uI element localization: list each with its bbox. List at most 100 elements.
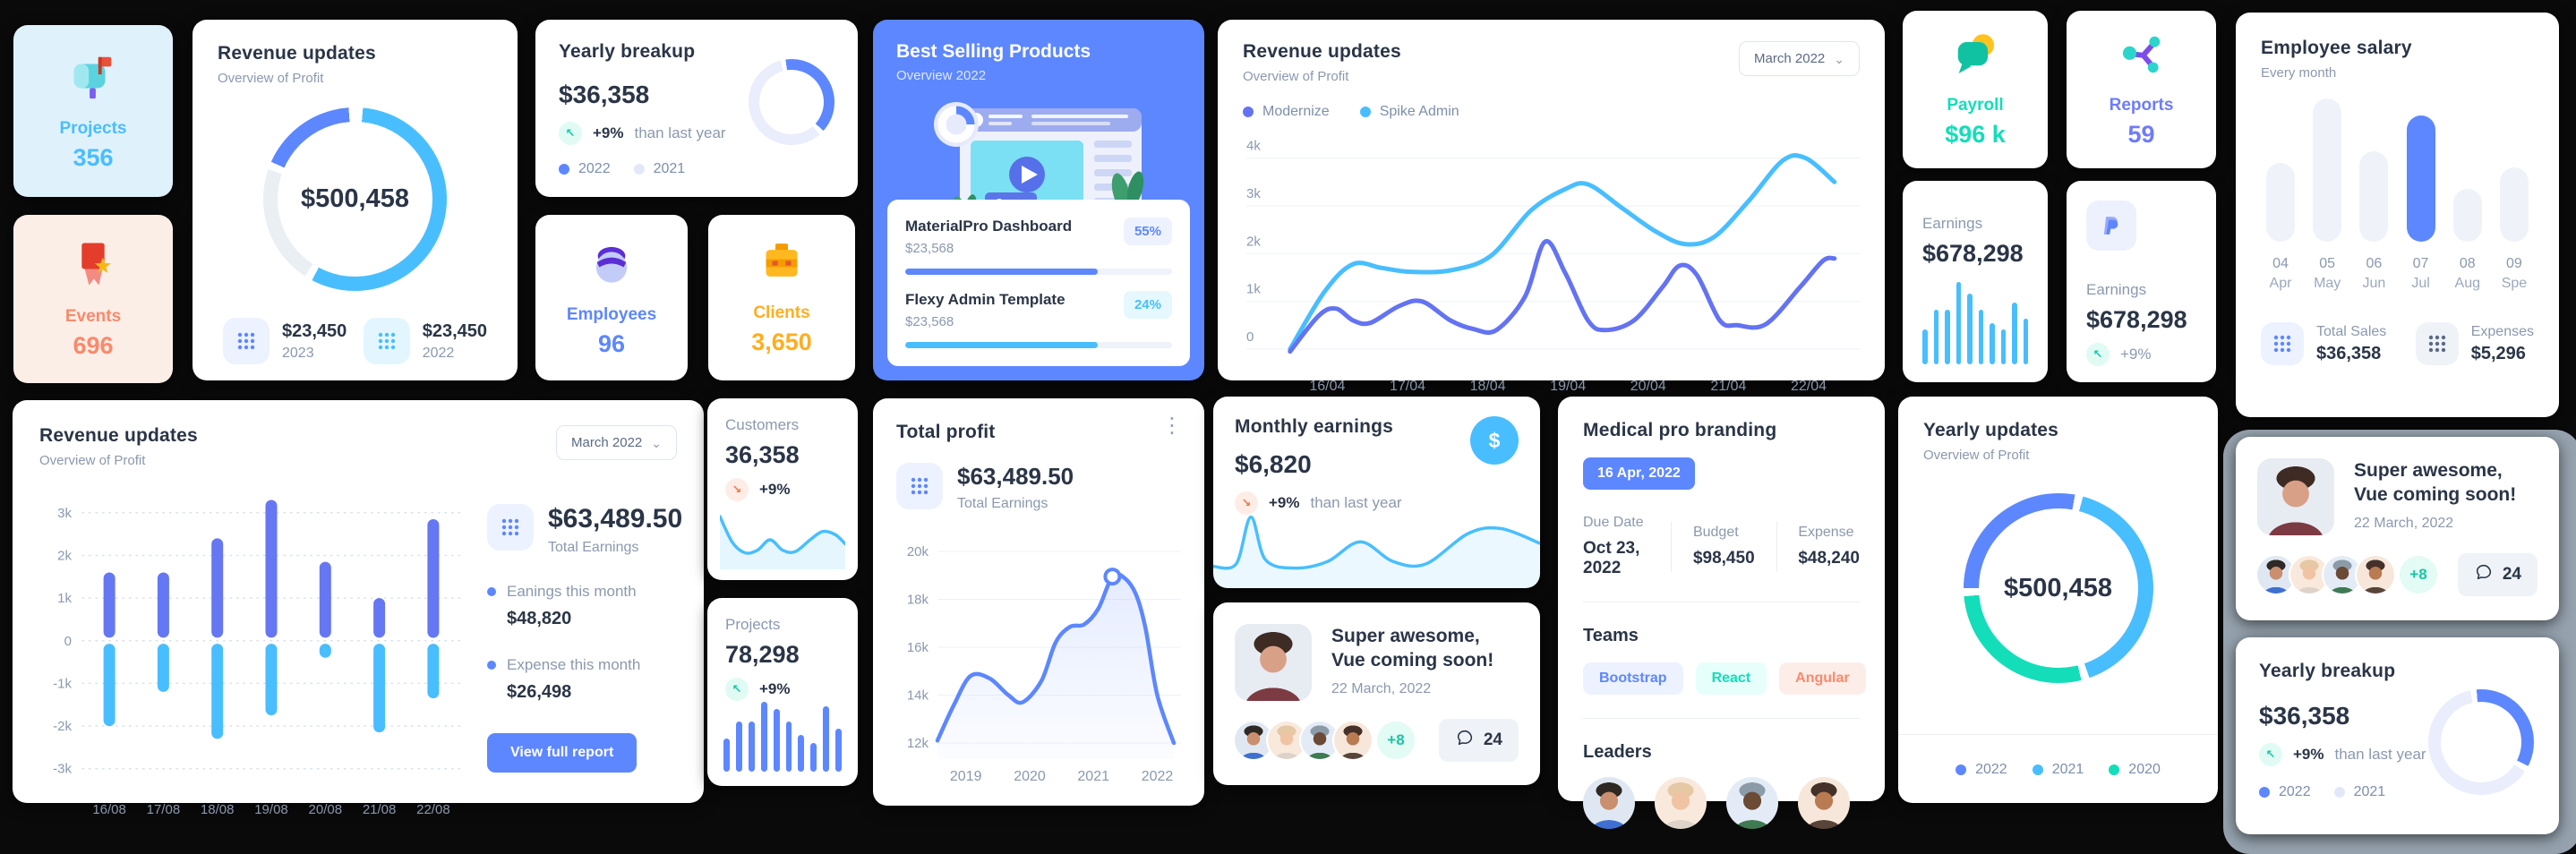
kebab-menu-icon[interactable]: ⋮ xyxy=(1161,414,1183,438)
stat-value: $23,450 xyxy=(422,320,487,341)
svg-text:22/08: 22/08 xyxy=(416,802,450,817)
medical-pro-branding-card: Medical pro branding 16 Apr, 2022 Due Da… xyxy=(1558,397,1885,829)
tile-label: Events xyxy=(64,307,122,326)
due-date-field: Due Date Oct 23, 2022 xyxy=(1583,515,1644,577)
stat-value: $5,296 xyxy=(2470,343,2526,363)
avatar xyxy=(2357,556,2394,594)
budget-field: Budget $98,450 xyxy=(1692,525,1755,568)
dropdown-value: March 2022 xyxy=(1754,51,1826,66)
tile-label: Clients xyxy=(753,303,810,322)
post-avatar xyxy=(2257,458,2334,535)
earnings-bars-card: Earnings $678,298 xyxy=(1903,181,2048,382)
svg-text:2020: 2020 xyxy=(1014,769,1046,784)
employees-tile: Employees 96 xyxy=(535,215,688,380)
tile-value: 3,650 xyxy=(751,328,812,355)
divider xyxy=(1776,521,1777,572)
expense-this-month: Expense this month $26,498 xyxy=(487,656,682,703)
trend-up-icon: ↖ xyxy=(2259,743,2282,766)
comments-pill[interactable]: 24 xyxy=(1438,719,1519,762)
card-title: Employee salary xyxy=(2261,38,2412,58)
product-name: Flexy Admin Template xyxy=(905,291,1065,308)
breakup-value: $36,358 xyxy=(559,81,650,108)
svg-text:0: 0 xyxy=(64,634,72,649)
svg-text:19/04: 19/04 xyxy=(1550,379,1586,394)
svg-text:-1k: -1k xyxy=(53,676,72,691)
team-chip-angular: Angular xyxy=(1779,662,1866,695)
grid-icon xyxy=(363,318,410,364)
legend-2022: 2022 xyxy=(2259,784,2311,800)
product-percent-badge: 24% xyxy=(1123,291,1172,319)
monthly-earnings-sparkline xyxy=(1213,499,1540,588)
delta-value: +9% xyxy=(593,124,624,141)
post-card: Super awesome, Vue coming soon! 22 March,… xyxy=(1213,602,1540,785)
total-earnings-label: Total Earnings xyxy=(548,540,639,555)
comments-pill[interactable]: 24 xyxy=(2457,553,2537,596)
delta-note: than last year xyxy=(634,124,726,141)
svg-text:16k: 16k xyxy=(907,640,929,655)
events-tile: Events 696 xyxy=(13,215,173,383)
card-title: Yearly breakup xyxy=(559,41,696,62)
month-dropdown[interactable]: March 2022 ⌄ xyxy=(1739,41,1860,76)
person-icon xyxy=(586,238,638,293)
stat-2022: $23,450 2022 xyxy=(363,318,487,364)
expenses-stat: Expenses $5,296 xyxy=(2415,322,2534,365)
svg-text:2k: 2k xyxy=(57,549,72,564)
delta-note: than last year xyxy=(2334,746,2426,763)
svg-text:18k: 18k xyxy=(907,593,929,608)
card-subtitle: Overview of Profit xyxy=(218,71,324,86)
revenue-updates-line-card: Revenue updates Overview of Profit March… xyxy=(1218,20,1885,394)
svg-text:2021: 2021 xyxy=(1077,769,1109,784)
employee-salary-chart: 04 Apr 05 May 06 Jun 07 Jul 08 Aug 09 Spe xyxy=(2261,98,2534,292)
yearly-updates-card: Yearly updates Overview of Profit $500,4… xyxy=(1898,397,2218,803)
card-label: Earnings xyxy=(2086,281,2147,298)
svg-text:0: 0 xyxy=(1246,329,1254,345)
view-full-report-button[interactable]: View full report xyxy=(487,733,638,773)
donut-center-value: $500,458 xyxy=(2004,573,2112,602)
dropdown-value: March 2022 xyxy=(571,435,643,450)
svg-text:3k: 3k xyxy=(57,506,72,521)
svg-text:-2k: -2k xyxy=(53,719,72,734)
card-value: $678,298 xyxy=(2086,306,2187,333)
post-avatar xyxy=(1235,624,1312,701)
avatar xyxy=(2324,556,2361,594)
card-title: Revenue updates xyxy=(1243,41,1401,62)
share-network-icon xyxy=(2118,30,2166,83)
yearly-breakup-donut-chart xyxy=(749,59,834,145)
avatar-stack xyxy=(1235,722,1372,759)
legend-2021: 2021 xyxy=(2032,762,2084,778)
stat-year: 2022 xyxy=(422,345,455,361)
grid-icon xyxy=(2261,322,2304,365)
tile-value: 696 xyxy=(73,332,114,359)
legend-2021: 2021 xyxy=(633,161,685,177)
yearly-updates-donut-chart: $500,458 xyxy=(1963,493,2153,683)
chat-icon xyxy=(1455,728,1475,753)
avatar xyxy=(2290,556,2328,594)
breakup-value: $36,358 xyxy=(2259,702,2350,730)
delta-value: +9% xyxy=(1269,494,1300,511)
grid-icon xyxy=(896,463,943,509)
more-members-badge: +8 xyxy=(2400,556,2437,594)
tile-value: 59 xyxy=(2127,121,2155,148)
card-subtitle: Overview 2022 xyxy=(896,68,987,83)
card-subtitle: Overview of Profit xyxy=(39,453,146,468)
earnings-paypal-card: Earnings $678,298 ↖ +9% xyxy=(2067,181,2216,382)
card-value: 36,358 xyxy=(725,441,800,468)
teams-label: Teams xyxy=(1583,626,1639,645)
card-value: $678,298 xyxy=(1922,240,2024,267)
svg-text:4k: 4k xyxy=(1246,139,1261,154)
clients-tile: Clients 3,650 xyxy=(708,215,855,380)
avatar xyxy=(1334,722,1372,759)
grid-icon xyxy=(223,318,270,364)
tile-label: Payroll xyxy=(1947,96,2004,115)
briefcase-icon xyxy=(757,240,807,291)
date-badge: 16 Apr, 2022 xyxy=(1583,457,1695,490)
month-dropdown[interactable]: March 2022 ⌄ xyxy=(556,425,677,460)
avatar xyxy=(1235,722,1272,759)
stat-label: Expenses xyxy=(2470,323,2534,339)
card-title: Revenue updates xyxy=(218,43,376,64)
tile-label: Employees xyxy=(566,304,657,324)
yearly-breakup-donut-chart xyxy=(2428,689,2534,795)
trend-up-icon: ↖ xyxy=(725,678,749,701)
customers-card: Customers 36,358 ↘ +9% xyxy=(707,398,858,580)
